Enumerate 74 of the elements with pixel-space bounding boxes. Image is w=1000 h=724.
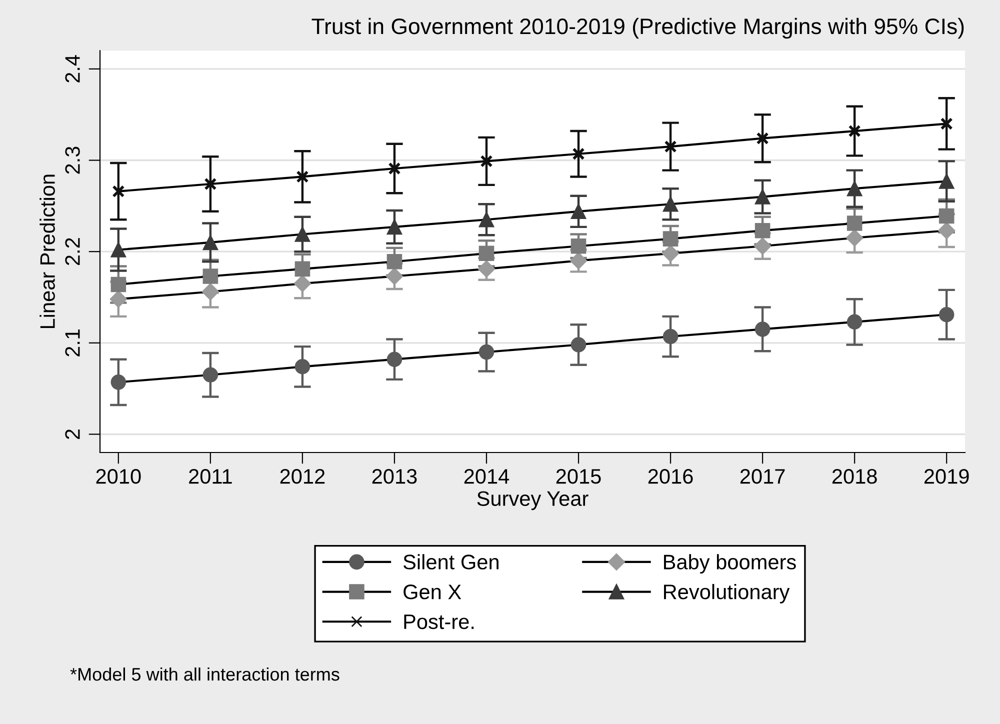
x-tick-label: 2014	[464, 469, 510, 484]
chart-title: Trust in Government 2010-2019 (Predictive Margins with 95% CIs)	[312, 18, 964, 39]
point	[386, 268, 404, 285]
point	[294, 275, 311, 292]
x-tick-label: 2010	[96, 469, 141, 484]
point	[294, 359, 310, 374]
point	[754, 222, 770, 238]
y-tick-label: 2.3	[65, 146, 80, 174]
point	[846, 314, 862, 330]
point	[570, 204, 586, 220]
point	[386, 219, 402, 235]
point	[662, 231, 678, 246]
legend-label: Post-re.	[404, 614, 474, 630]
x-tick-label: 2015	[556, 469, 601, 484]
point	[938, 174, 954, 189]
text: *Model 5 with all interaction terms	[70, 667, 340, 681]
point	[112, 185, 125, 198]
point	[386, 254, 402, 270]
point	[110, 242, 126, 258]
x-tick-label: 2012	[280, 469, 325, 484]
point	[756, 132, 769, 145]
point	[570, 238, 586, 254]
x-tick-label: 2019	[924, 469, 969, 484]
point	[662, 244, 680, 262]
x-tick-label: 2013	[372, 469, 417, 484]
x-tick-label: 2018	[832, 469, 877, 484]
legend-label: Silent Gen	[403, 554, 498, 570]
point	[662, 196, 678, 212]
point	[110, 374, 126, 390]
point	[202, 234, 218, 250]
point	[848, 124, 861, 138]
point	[846, 229, 864, 246]
point	[846, 216, 862, 231]
point	[478, 260, 496, 278]
point	[478, 344, 494, 360]
point	[754, 322, 770, 337]
point	[938, 306, 954, 322]
point	[202, 283, 219, 300]
point	[388, 162, 401, 175]
y-tick-label: 2.4	[65, 55, 80, 82]
point	[202, 367, 218, 383]
x-tick-label: 2011	[189, 469, 232, 484]
point	[294, 261, 310, 277]
point	[480, 154, 493, 168]
point	[754, 238, 772, 255]
point	[846, 180, 862, 196]
point	[110, 276, 126, 292]
x-tick-label: 2017	[740, 469, 785, 484]
x-tick-label: 2016	[648, 469, 693, 484]
point	[204, 178, 217, 190]
x-axis-title: Survey Year	[477, 491, 588, 510]
legend-label: Revolutionary	[664, 584, 790, 604]
y-tick-label: 2.2	[65, 238, 80, 266]
legend-label: Gen X	[404, 584, 462, 600]
point	[754, 189, 770, 204]
point	[478, 246, 494, 262]
point	[110, 290, 127, 308]
point	[572, 148, 585, 160]
point	[294, 226, 310, 242]
point	[296, 170, 309, 183]
point	[662, 328, 678, 344]
point	[570, 337, 586, 352]
point	[570, 252, 588, 270]
point	[940, 117, 953, 130]
y-axis-title: Linear Prediction	[40, 174, 55, 328]
point	[478, 212, 494, 228]
y-tick-label: 2	[65, 429, 80, 439]
point	[202, 268, 218, 284]
point	[664, 140, 677, 153]
y-tick-label: 2.1	[65, 329, 80, 356]
legend-label: Baby boomers	[664, 554, 796, 574]
point	[938, 222, 956, 240]
point	[386, 352, 402, 367]
point	[938, 208, 954, 224]
